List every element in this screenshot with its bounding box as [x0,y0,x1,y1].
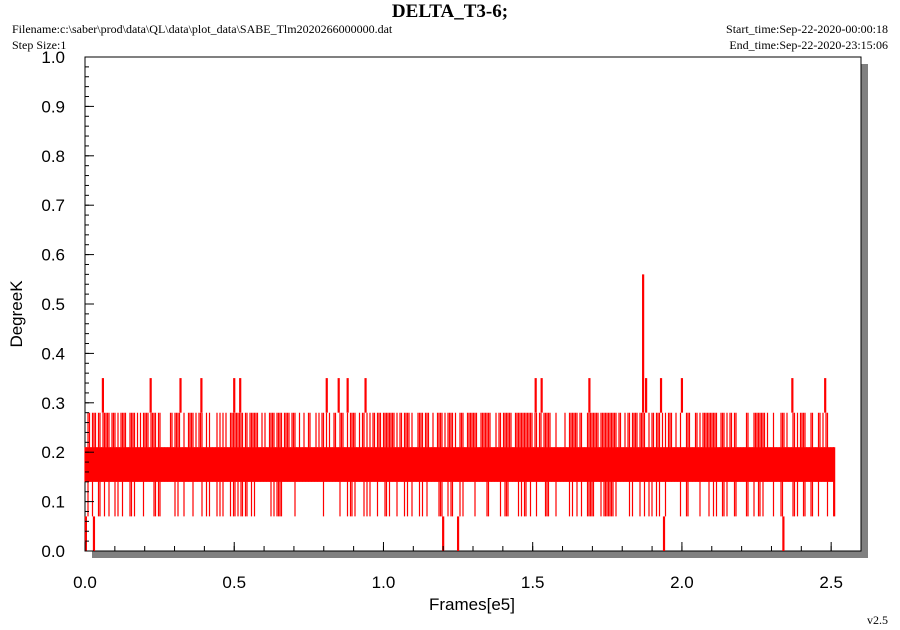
x-tick-label: 1.0 [372,573,396,592]
y-tick-label: 0.0 [41,542,65,561]
x-axis-label: Frames[e5] [429,595,515,614]
x-tick-label: 0.5 [222,573,246,592]
end-time-label: End_time:Sep-22-2020-23:15:06 [729,38,888,52]
y-tick-label: 0.7 [41,196,65,215]
y-tick-label: 0.4 [41,344,65,363]
x-tick-label: 0.0 [73,573,97,592]
y-tick-label: 1.0 [41,48,65,67]
y-tick-label: 0.3 [41,394,65,413]
start-time-label: Start_time:Sep-22-2020-00:00:18 [726,22,888,36]
x-tick-label: 2.5 [819,573,843,592]
y-tick-label: 0.2 [41,443,65,462]
y-tick-label: 0.9 [41,97,65,116]
data-series [84,274,836,551]
y-axis-label: DegreeK [7,280,26,348]
step-size-label: Step Size:1 [12,38,67,52]
x-tick-label: 1.5 [521,573,545,592]
y-tick-label: 0.8 [41,147,65,166]
filename-label: Filename:c:\saber\prod\data\QL\data\plot… [12,22,393,36]
y-tick-label: 0.5 [41,295,65,314]
x-tick-label: 2.0 [670,573,694,592]
y-tick-label: 0.1 [41,493,65,512]
y-tick-label: 0.6 [41,246,65,265]
series-core-band [85,447,835,482]
chart-title: DELTA_T3-6; [391,1,509,22]
axes: 0.0 0.1 0.2 0.3 0.4 0.5 0.6 0.7 0.8 0.9 1.0 0.0 0.5 1… [41,48,862,592]
version-label: v2.5 [867,613,888,627]
